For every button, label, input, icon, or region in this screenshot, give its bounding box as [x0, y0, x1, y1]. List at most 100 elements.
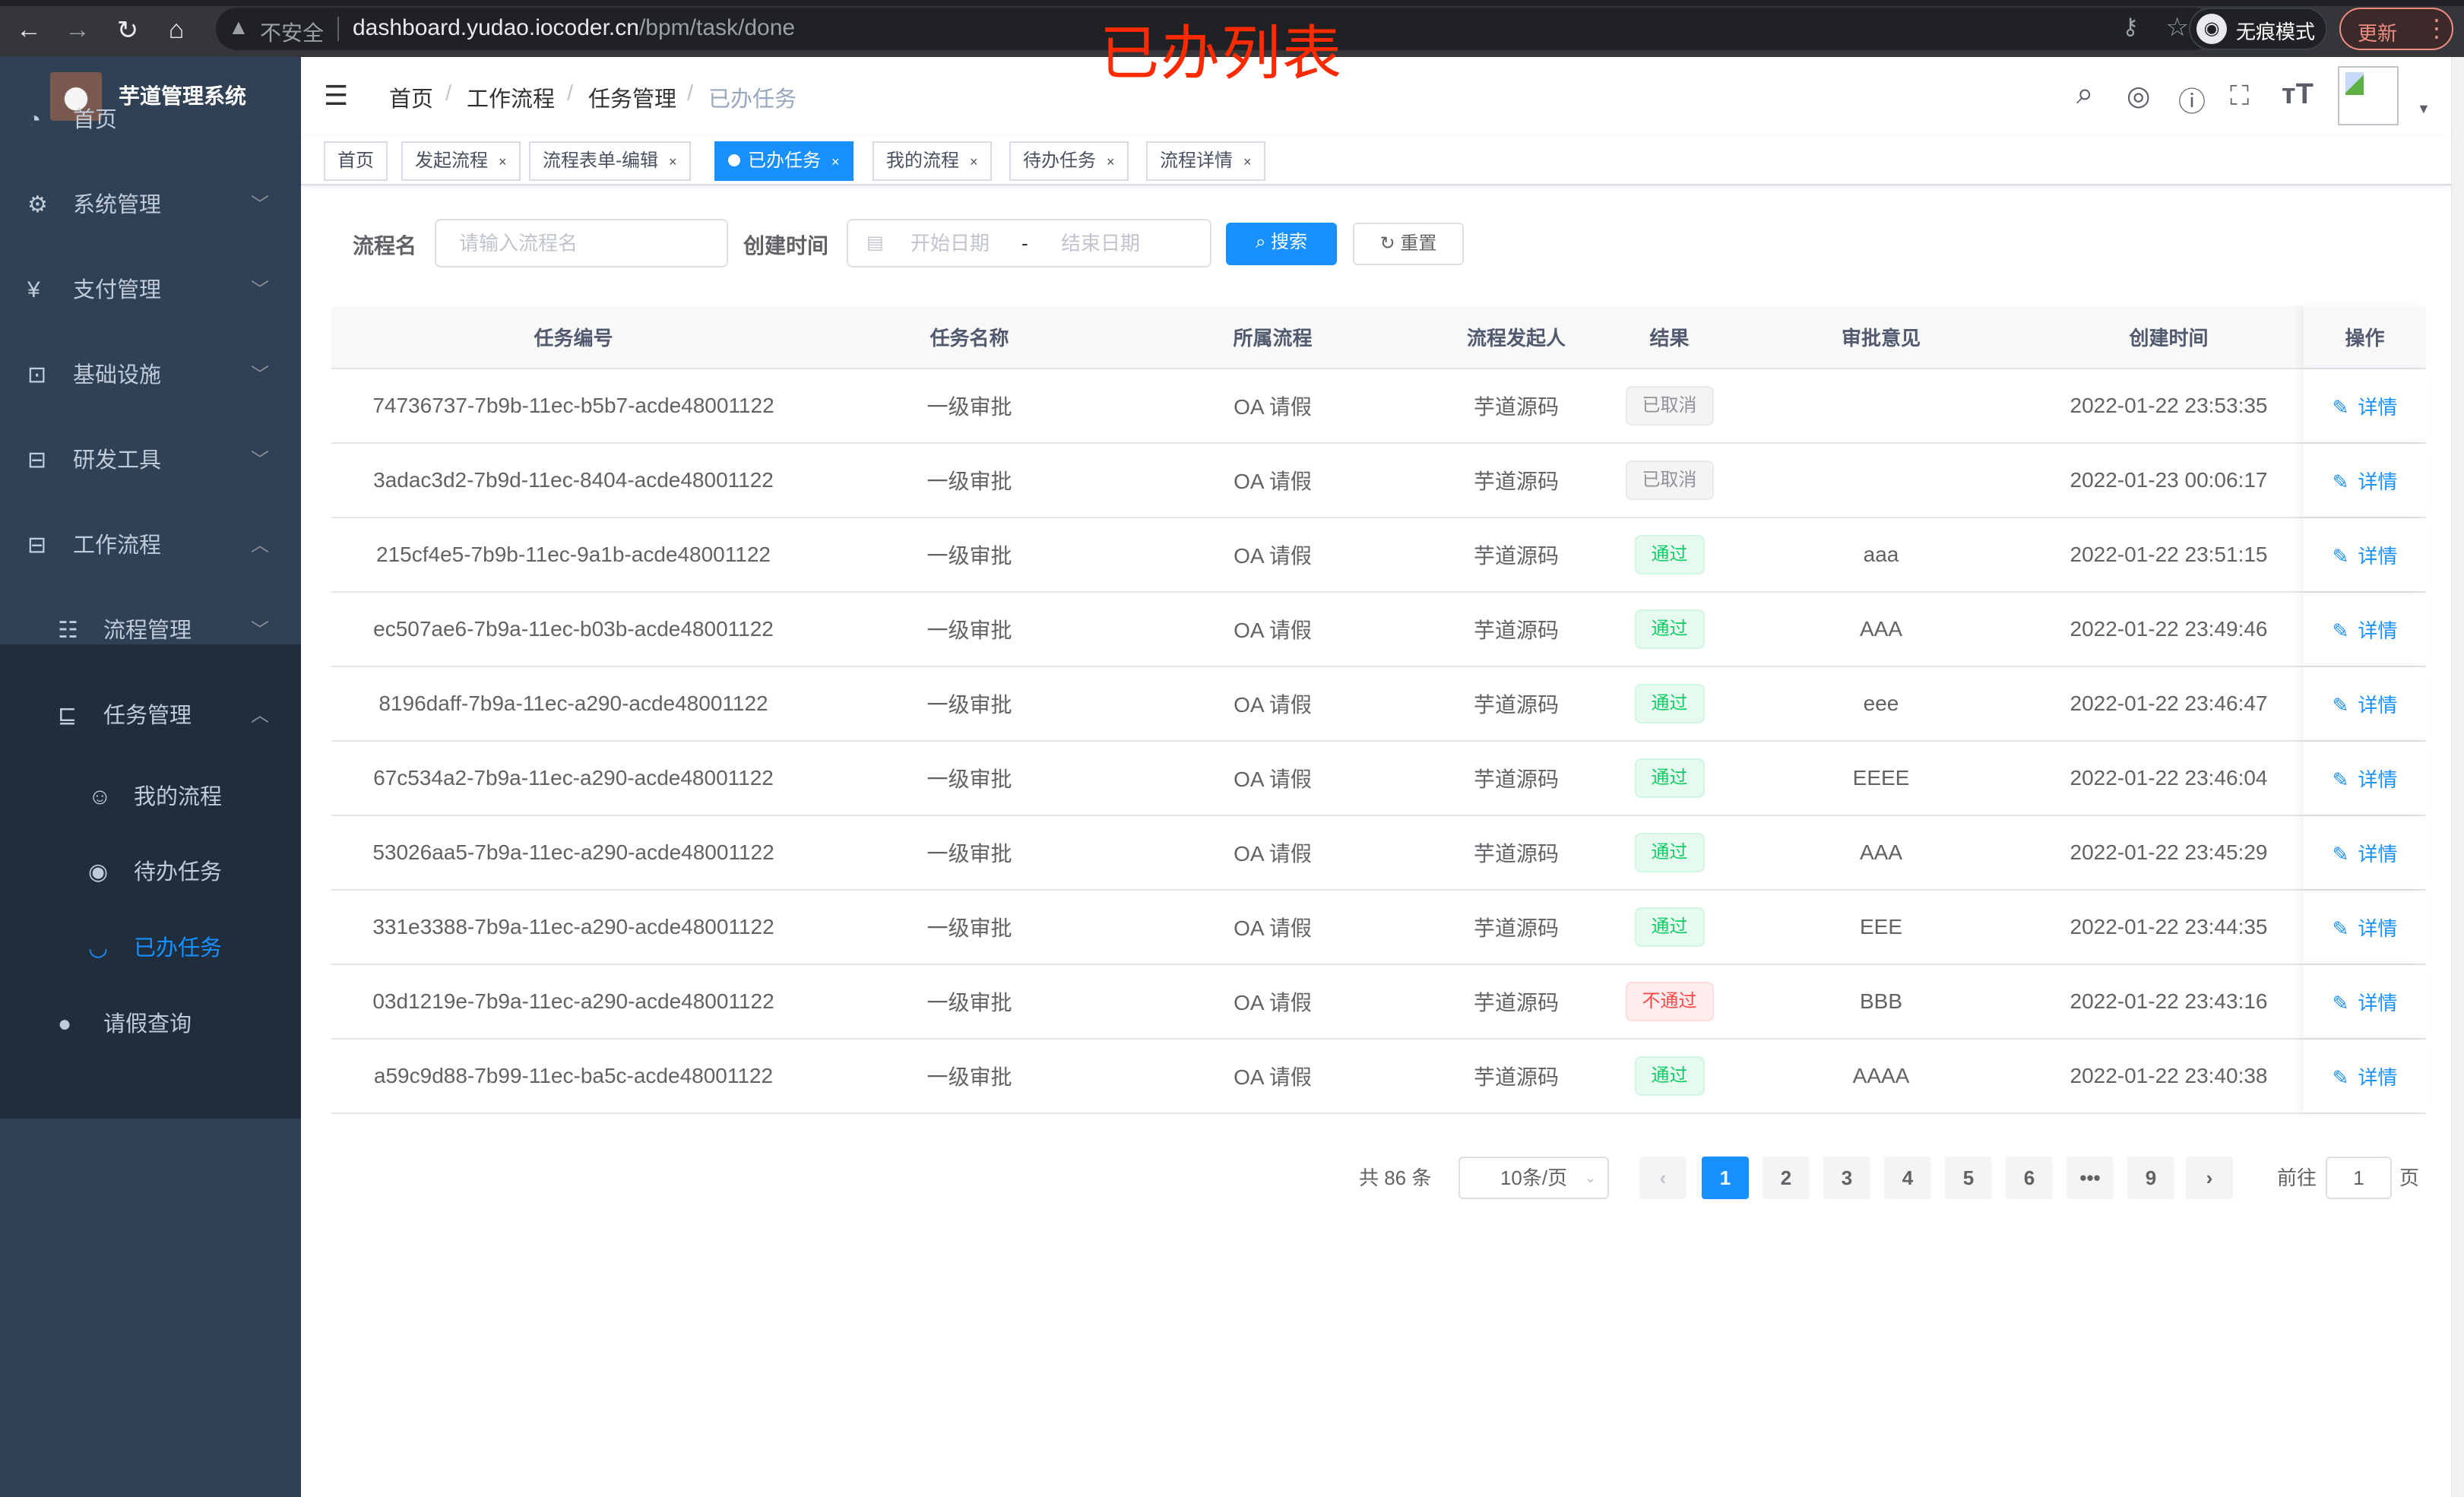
sidebar-item[interactable]: ⊑ 任务管理 ︿ [0, 678, 301, 754]
star-icon[interactable]: ☆ [2165, 13, 2189, 42]
goto-page-input[interactable]: 1 [2326, 1157, 2392, 1199]
address-bar[interactable]: ▲ 不安全 dashboard.yudao.iocoder.cn/bpm/tas… [216, 8, 2215, 50]
page-button[interactable]: 2 [1762, 1157, 1810, 1199]
page-button[interactable]: ••• [2067, 1157, 2114, 1199]
start-date-input[interactable]: 开始日期 [911, 232, 990, 255]
sidebar-item-label: 任务管理 [103, 704, 192, 728]
chevron-up-icon: ︿ [251, 705, 269, 726]
detail-link[interactable]: ✎ 详情 [2333, 690, 2398, 718]
incognito-badge[interactable]: ◉ 无痕模式 [2189, 8, 2327, 50]
tag-4[interactable]: 我的流程 × [873, 141, 992, 181]
caret-down-icon[interactable]: ▼ [2417, 101, 2431, 116]
chevron-down-icon: ﹀ [251, 280, 269, 300]
detail-link[interactable]: ✎ 详情 [2333, 913, 2398, 942]
search-icon[interactable]: ⌕ [2076, 77, 2094, 110]
column-header: 任务名称 [930, 327, 1009, 350]
update-button[interactable]: 更新 ⋮ [2339, 8, 2453, 50]
cell-result: 已取消 [1610, 369, 1728, 442]
detail-link[interactable]: ✎ 详情 [2333, 839, 2398, 867]
detail-link[interactable]: ✎ 详情 [2333, 541, 2398, 569]
sidebar-item[interactable]: ☺ 我的流程 [0, 759, 301, 835]
close-icon[interactable]: × [499, 154, 507, 169]
sidebar-item[interactable]: ⊟ 工作流程 ︿ [0, 508, 301, 584]
sidebar-item[interactable]: ⚙ 系统管理 ﹀ [0, 167, 301, 243]
prev-page-button[interactable]: ‹ [1639, 1157, 1686, 1199]
github-icon[interactable]: ◎ [2127, 80, 2151, 111]
process-name-input[interactable]: 请输入流程名 [435, 219, 728, 267]
reload-icon[interactable]: ↻ [116, 16, 139, 45]
chevron-down-icon: ﹀ [251, 620, 269, 641]
cell-action: ✎ 详情 [2304, 891, 2426, 964]
chevron-down-icon: ﹀ [251, 365, 269, 385]
home-icon[interactable]: ⌂ [168, 15, 185, 44]
detail-link[interactable]: ✎ 详情 [2333, 988, 2398, 1016]
detail-link[interactable]: ✎ 详情 [2333, 392, 2398, 420]
sidebar-item[interactable]: ¥ 支付管理 ﹀ [0, 252, 301, 328]
cell-result: 通过 [1610, 667, 1728, 740]
cell-comment: AAAA [1852, 1064, 1910, 1087]
close-icon[interactable]: × [970, 154, 978, 169]
cell-comment: BBB [1859, 989, 1903, 1013]
page-button[interactable]: 1 [1702, 1157, 1749, 1199]
page-button[interactable]: 6 [2006, 1157, 2053, 1199]
tag-0[interactable]: 首页 [324, 141, 388, 181]
back-icon[interactable]: ← [16, 15, 42, 44]
fullscreen-icon[interactable]: ⛶ [2230, 80, 2250, 111]
close-icon[interactable]: × [669, 154, 677, 169]
close-icon[interactable]: × [1243, 154, 1252, 169]
font-size-icon[interactable]: ᴛT [2282, 78, 2314, 110]
tag-5[interactable]: 待办任务 × [1009, 141, 1129, 181]
tag-1[interactable]: 发起流程 × [401, 141, 521, 181]
yen-icon: ¥ [27, 277, 40, 302]
tag-2[interactable]: 流程表单-编辑 × [529, 141, 691, 181]
refresh-icon: ↻ [1379, 233, 1401, 254]
sidebar-item[interactable]: ◉ 待办任务 [0, 834, 301, 910]
edit-icon: ✎ [2332, 1065, 2349, 1089]
page-button[interactable]: 3 [1823, 1157, 1870, 1199]
end-date-input[interactable]: 结束日期 [1061, 232, 1141, 255]
key-icon[interactable]: ⚷ [2122, 14, 2139, 40]
breadcrumb-task-management[interactable]: 任务管理 [588, 87, 677, 112]
url-text[interactable]: dashboard.yudao.iocoder.cn/bpm/task/done [353, 15, 795, 41]
page-size-select[interactable]: 10条/页 ⌄ [1458, 1157, 1609, 1199]
sidebar-item[interactable]: ☷ 流程管理 ﹀ [0, 593, 301, 669]
avatar[interactable] [2338, 66, 2399, 125]
page-button[interactable]: 5 [1945, 1157, 1992, 1199]
hamburger-icon[interactable]: ☰ [324, 80, 349, 111]
close-icon[interactable]: × [831, 154, 840, 169]
help-icon[interactable]: ⓘ [2178, 86, 2206, 117]
detail-link[interactable]: ✎ 详情 [2333, 616, 2398, 644]
tag-3[interactable]: 已办任务 × [714, 141, 854, 181]
detail-link[interactable]: ✎ 详情 [2333, 1062, 2398, 1090]
toolbox-icon: ⊟ [27, 533, 47, 558]
page-button[interactable]: 4 [1884, 1157, 1931, 1199]
sidebar-item[interactable]: ⊡ 基础设施 ﹀ [0, 337, 301, 413]
sidebar-item[interactable]: ⊟ 研发工具 ﹀ [0, 423, 301, 498]
edit-icon: ✎ [2332, 619, 2349, 642]
sidebar-item[interactable]: ◔ 首页 [0, 82, 301, 158]
cell-comment: EEEE [1852, 766, 1910, 790]
detail-link[interactable]: ✎ 详情 [2333, 467, 2398, 495]
cell-starter: 芋道源码 [1473, 619, 1559, 642]
next-page-button[interactable]: › [2186, 1157, 2233, 1199]
date-range-picker[interactable]: ▤ 开始日期 - 结束日期 [847, 219, 1211, 267]
breadcrumb-home[interactable]: 首页 [389, 87, 434, 112]
process-name-placeholder: 请输入流程名 [459, 232, 578, 255]
detail-label: 详情 [2358, 842, 2398, 866]
cell-id: 03d1219e-7b9a-11ec-a290-acde48001122 [372, 989, 774, 1013]
table-row: 331e3388-7b9a-11ec-a290-acde48001122 一级审批… [331, 891, 2426, 965]
tag-6[interactable]: 流程详情 × [1146, 141, 1265, 181]
page-button[interactable]: 9 [2127, 1157, 2174, 1199]
reset-button[interactable]: ↻ 重置 [1353, 223, 1464, 265]
detail-label: 详情 [2358, 1065, 2398, 1089]
forward-icon[interactable]: → [65, 15, 90, 44]
search-button[interactable]: ⌕ 搜索 [1226, 223, 1337, 265]
cell-id: 8196daff-7b9a-11ec-a290-acde48001122 [378, 692, 768, 715]
close-icon[interactable]: × [1107, 154, 1115, 169]
breadcrumb-workflow[interactable]: 工作流程 [467, 87, 556, 112]
cell-result: 通过 [1610, 742, 1728, 815]
sidebar-item[interactable]: ● 请假查询 [0, 986, 301, 1062]
sidebar-item[interactable]: ◡ 已办任务 [0, 910, 301, 986]
scrollbar[interactable] [2451, 57, 2464, 1497]
detail-link[interactable]: ✎ 详情 [2333, 764, 2398, 793]
